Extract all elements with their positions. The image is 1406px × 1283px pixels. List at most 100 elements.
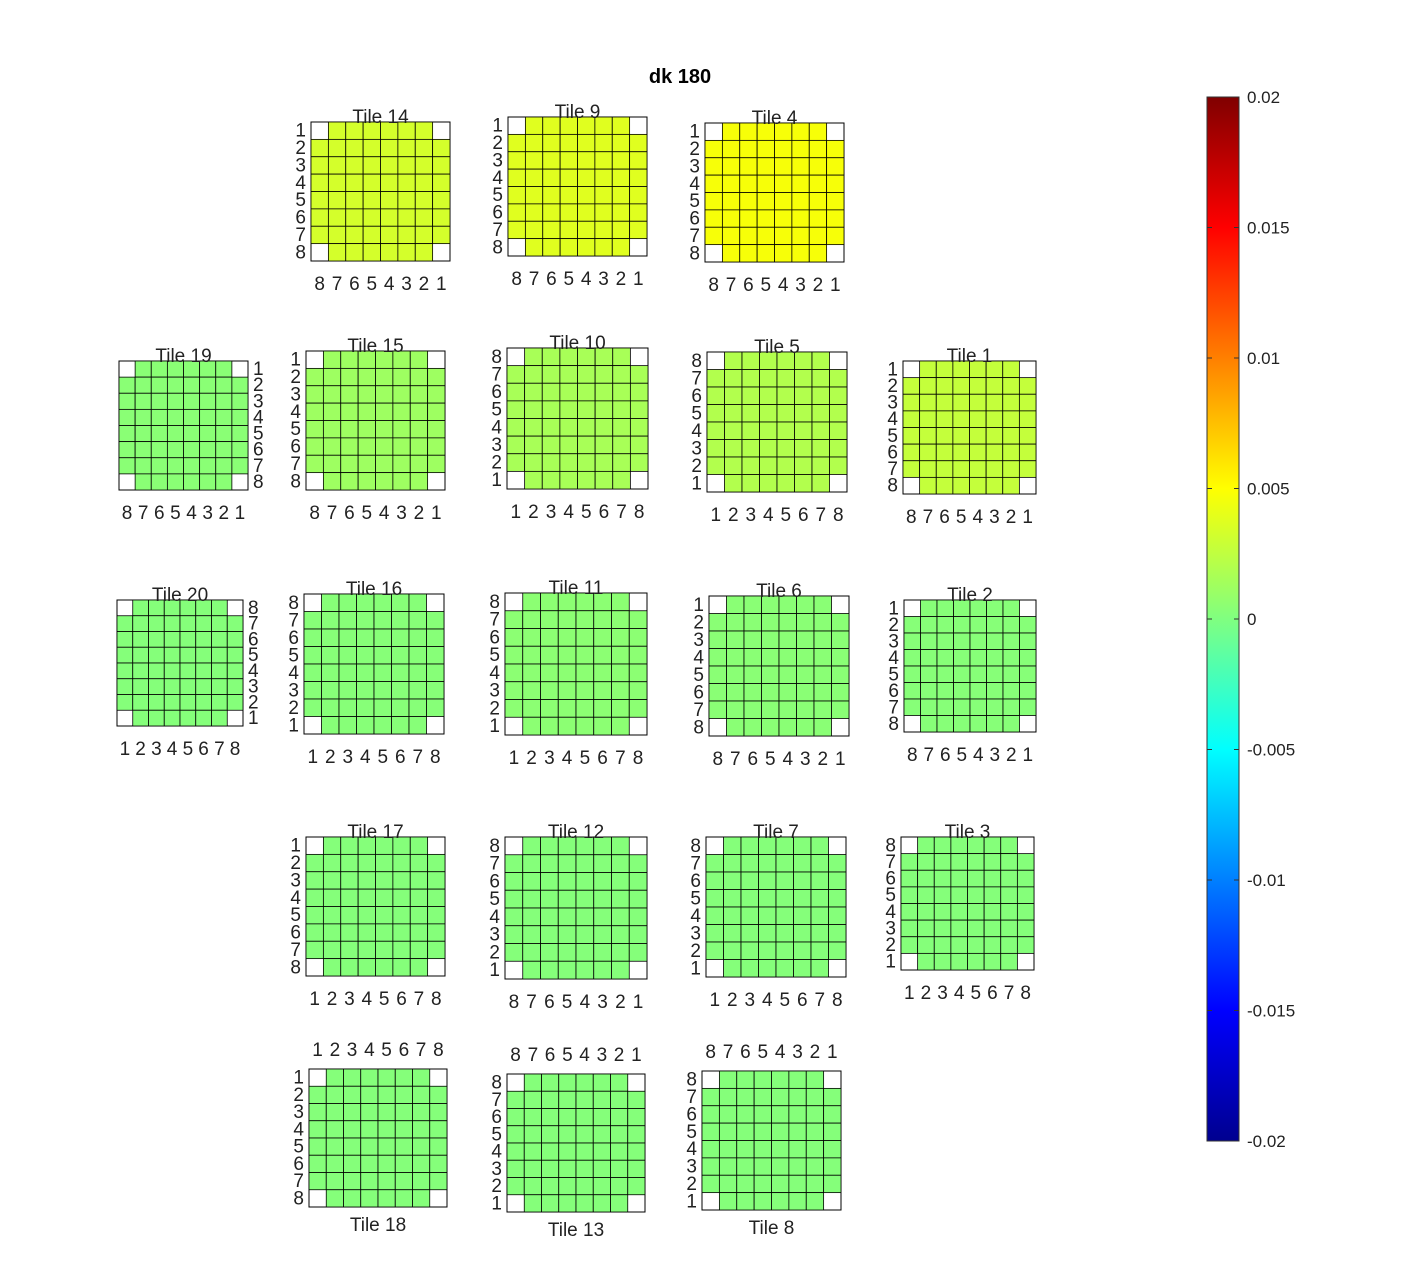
pixel-cell [426,646,445,665]
column-label: 2 [526,748,537,769]
pixel-cell [375,871,394,890]
pixel-cell [902,460,921,478]
column-label: 6 [740,1042,751,1063]
row-label: 5 [888,664,899,685]
pixel-cell [559,453,578,472]
pixel-cell [558,1177,577,1196]
row-label: 5 [691,403,702,424]
pixel-cell [741,369,760,388]
row-label: 1 [689,122,700,143]
pixel-cell [592,1073,611,1092]
column-label: 3 [151,739,162,760]
pixel-cell [612,400,631,419]
pixel-cell [226,678,244,695]
pixel-cell [776,421,795,440]
pixel-cell [1000,952,1018,971]
pixel-cell [394,1068,413,1087]
pixel-cell [432,173,451,192]
pixel-cell [610,1108,629,1127]
pixel-cell [523,1194,542,1213]
pixel-cell [796,630,815,649]
pixel-cell [593,681,612,700]
row-label: 5 [693,665,704,686]
pixel-cell [412,1189,431,1208]
pixel-cell [325,1103,344,1122]
pixel-cell [969,682,987,700]
pixel-cell [394,1103,413,1122]
pixel-cell [756,174,775,193]
pixel-cell [903,665,921,683]
pixel-cell [628,872,648,891]
pixel-cell [920,665,938,683]
row-label: 2 [693,612,704,633]
pixel-cell [409,472,429,491]
pixel-cell [903,632,921,650]
pixel-cell [166,457,184,475]
pixel-cell [774,174,793,193]
pixel-cell [305,437,324,456]
pixel-cell [357,853,376,873]
pixel-cell [612,365,631,384]
row-label: 7 [691,368,702,389]
pixel-cell [705,871,724,890]
pixel-cell [394,1085,413,1104]
row-label: 3 [693,630,704,651]
pixel-cell [778,613,797,632]
pixel-cell [611,854,630,873]
pixel-cell [808,157,828,176]
pixel-cell [559,435,578,455]
row-label: 8 [288,593,299,614]
pixel-cell [392,420,411,439]
column-label: 1 [1023,745,1034,766]
pixel-cell [362,156,381,175]
pixel-cell [340,888,359,907]
pixel-cell [506,435,526,455]
pixel-cell [134,473,152,491]
pixel-cell [523,1090,542,1109]
pixel-cell [391,681,410,700]
row-label: 3 [253,391,264,412]
pixel-cell [183,408,201,426]
column-label: 6 [544,992,555,1013]
pixel-cell [427,454,446,474]
pixel-cell [726,665,745,684]
pixel-cell [796,700,815,719]
pixel-cell [542,238,561,257]
pixel-cell [900,919,919,938]
pixel-cell [215,376,233,394]
pixel-cell [392,385,411,404]
pixel-cell [740,854,759,873]
pixel-cell [305,906,324,925]
row-label: 6 [492,203,503,224]
pixel-cell [148,709,165,727]
pixel-cell [1002,715,1020,733]
pixel-cell [134,376,152,394]
pixel-cell [504,925,524,944]
pixel-cell [774,226,793,246]
pixel-cell [826,139,845,159]
pixel-cell [953,616,971,634]
pixel-cell [736,1174,755,1194]
pixel-cell [116,678,134,695]
column-label: 6 [545,1045,556,1066]
pixel-cell [524,203,544,222]
pixel-cell [756,244,775,263]
pixel-cell [199,425,217,443]
pixel-cell [163,615,181,632]
pixel-cell [343,1085,362,1104]
pixel-cell [397,243,416,262]
column-label: 5 [758,1042,769,1063]
pixel-cell [408,593,427,612]
pixel-cell [373,611,392,630]
pixel-cell [831,648,850,667]
pixel-cell [1000,936,1018,954]
pixel-cell [771,1192,790,1211]
pixel-cell [935,377,954,395]
pixel-cell [805,1122,825,1141]
pixel-cell [325,1189,344,1208]
colorbar-tick-label: 0.02 [1247,88,1280,107]
column-label: 4 [563,502,574,523]
pixel-cell [340,906,359,925]
